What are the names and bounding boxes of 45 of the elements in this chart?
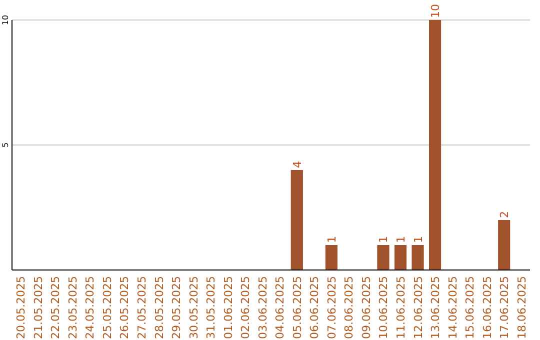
- bar: [498, 220, 510, 270]
- y-tick-label: 5: [1, 142, 10, 148]
- x-tick-label: 01.06.2025: [222, 276, 235, 339]
- bar: [428, 20, 442, 270]
- x-tick-label: 23.05.2025: [66, 276, 80, 339]
- x-tick-label: 16.06.2025: [480, 276, 494, 339]
- bar: [377, 245, 390, 270]
- x-tick-label: 02.06.2025: [239, 276, 252, 339]
- x-tick-label: 24.05.2025: [84, 276, 97, 339]
- x-tick-label: 12.06.2025: [412, 276, 425, 339]
- x-tick-label: 09.06.2025: [360, 276, 373, 339]
- x-tick-label: 29.05.2025: [170, 276, 184, 339]
- x-tick-label: 21.05.2025: [32, 276, 45, 339]
- data-label: 4: [290, 161, 304, 168]
- x-tick-label: 07.06.2025: [325, 276, 338, 339]
- x-tick-label: 22.05.2025: [49, 276, 62, 339]
- x-tick-label: 04.06.2025: [274, 276, 287, 339]
- x-tick-label: 15.06.2025: [464, 276, 477, 339]
- x-tick-label: 14.06.2025: [446, 276, 460, 339]
- data-label: 1: [325, 236, 338, 243]
- data-label: 2: [498, 211, 512, 218]
- x-tick-label: 13.06.2025: [429, 276, 442, 339]
- x-tick-label: 30.05.2025: [187, 276, 200, 339]
- bar: [412, 245, 424, 270]
- bar: [290, 170, 303, 270]
- x-tick-label: 17.06.2025: [498, 276, 512, 339]
- x-tick-label: 05.06.2025: [290, 276, 304, 339]
- x-tick-label: 03.06.2025: [256, 276, 270, 339]
- x-tick-label: 31.05.2025: [204, 276, 218, 339]
- data-label: 1: [377, 236, 390, 243]
- data-label: 1: [394, 236, 408, 243]
- x-tick-label: 18.06.2025: [515, 276, 528, 339]
- x-tick-label: 10.06.2025: [377, 276, 390, 339]
- x-tick-label: 06.06.2025: [308, 276, 322, 339]
- x-tick-label: 25.05.2025: [100, 276, 114, 339]
- x-tick-label: 26.05.2025: [118, 276, 132, 339]
- data-label: 10: [429, 4, 442, 18]
- data-label: 1: [412, 236, 425, 243]
- bar: [325, 245, 338, 270]
- x-tick-label: 20.05.2025: [14, 276, 28, 339]
- x-tick-label: 27.05.2025: [136, 276, 148, 339]
- x-tick-label: 28.05.2025: [152, 276, 166, 339]
- x-tick-label: 11.06.2025: [394, 276, 408, 339]
- bar: [394, 245, 407, 270]
- x-tick-label: 08.06.2025: [342, 276, 356, 339]
